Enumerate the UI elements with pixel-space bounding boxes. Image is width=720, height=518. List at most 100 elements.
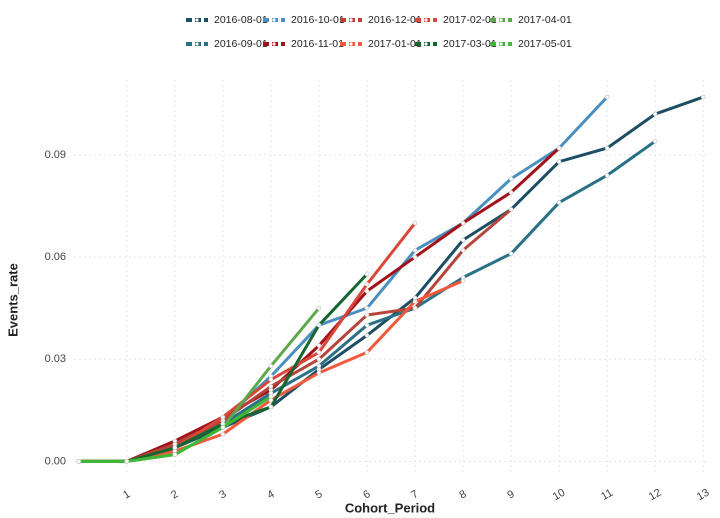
y-tick-label: 0.00 — [45, 455, 66, 467]
point — [508, 190, 514, 195]
legend-key-point — [195, 42, 199, 46]
legend-item: 2016-12-01 — [340, 14, 422, 26]
point — [268, 394, 274, 399]
x-tick-label: 2 — [169, 488, 180, 501]
point — [124, 459, 130, 464]
point — [508, 207, 514, 212]
legend-key-point — [272, 18, 276, 22]
y-tick-label: 0.03 — [45, 353, 66, 365]
point — [364, 271, 370, 277]
point — [316, 356, 322, 362]
legend-key-point — [349, 42, 353, 46]
point — [556, 159, 562, 165]
y-axis-title: Events_rate — [5, 263, 20, 337]
y-tick-label: 0.06 — [45, 251, 66, 263]
series-line — [78, 95, 609, 463]
x-tick-label: 10 — [551, 487, 568, 504]
point — [268, 404, 274, 410]
point — [508, 251, 514, 256]
point — [268, 384, 274, 389]
point — [556, 145, 562, 151]
point — [556, 200, 562, 205]
legend-key-point — [349, 18, 353, 22]
series-line — [78, 208, 513, 463]
point — [316, 363, 322, 369]
point — [316, 322, 322, 328]
y-tick-label: 0.09 — [45, 149, 66, 161]
point — [364, 350, 370, 355]
x-tick-label: 8 — [457, 488, 468, 501]
x-tick-label: 13 — [695, 487, 712, 504]
point — [268, 377, 274, 382]
x-tick-label: 1 — [121, 488, 132, 501]
x-tick-label: 11 — [599, 487, 615, 503]
legend-key-point — [272, 42, 276, 46]
legend-label: 2017-05-01 — [518, 38, 572, 50]
point — [460, 237, 466, 243]
x-tick-label: 6 — [361, 488, 372, 501]
point — [604, 94, 610, 100]
point — [364, 312, 370, 318]
legend-label: 2017-01-01 — [368, 38, 422, 50]
point — [460, 247, 466, 253]
x-tick-label: 4 — [265, 488, 276, 501]
point — [220, 431, 226, 437]
x-axis-title: Cohort_Period — [345, 500, 435, 515]
point — [268, 363, 274, 369]
legend-key-point — [195, 18, 199, 22]
point — [412, 299, 418, 304]
legend-item: 2017-03-01 — [415, 38, 497, 50]
point — [316, 370, 322, 376]
point — [172, 452, 178, 457]
point — [412, 254, 418, 260]
legend-key-point — [499, 18, 503, 22]
legend-item: 2017-01-01 — [340, 38, 422, 50]
legend-label: 2017-03-01 — [443, 38, 497, 50]
legend-key-point — [499, 42, 503, 46]
point — [316, 350, 322, 355]
legend-item: 2016-09-01 — [186, 38, 268, 50]
legend-label: 2016-11-01 — [291, 38, 344, 50]
point — [508, 176, 514, 182]
legend-item: 2016-10-01 — [263, 14, 345, 26]
point — [220, 414, 226, 420]
legend-item: 2017-02-01 — [415, 14, 497, 26]
legend-key-point — [424, 18, 428, 22]
legend-label: 2016-12-01 — [368, 14, 422, 26]
point — [460, 220, 466, 226]
point — [364, 305, 370, 311]
x-tick-label: 12 — [647, 487, 664, 504]
point — [460, 278, 466, 284]
point — [76, 459, 82, 464]
legend-label: 2017-04-01 — [518, 14, 572, 26]
legend-label: 2017-02-01 — [443, 14, 497, 26]
point — [220, 425, 226, 430]
legend-label: 2016-08-01 — [214, 14, 268, 26]
point — [364, 333, 370, 338]
legend-label: 2016-10-01 — [291, 14, 345, 26]
x-tick-label: 7 — [409, 488, 420, 501]
legend-label: 2016-09-01 — [214, 38, 268, 50]
point — [604, 145, 610, 151]
point — [700, 94, 706, 100]
x-tick-label: 3 — [217, 488, 228, 501]
point — [412, 305, 418, 311]
point — [364, 322, 370, 328]
legend-item: 2016-08-01 — [186, 14, 268, 26]
point — [316, 305, 322, 311]
point — [412, 247, 418, 253]
x-tick-label: 9 — [505, 488, 516, 501]
point — [652, 138, 658, 144]
x-tick-label: 5 — [313, 488, 324, 501]
point — [364, 288, 370, 294]
point — [172, 445, 178, 451]
legend-item: 2017-04-01 — [490, 14, 572, 26]
point — [652, 111, 658, 117]
legend-key-point — [424, 42, 428, 46]
legend-item: 2017-05-01 — [490, 38, 572, 50]
point — [316, 343, 322, 348]
point — [604, 173, 610, 178]
legend-item: 2016-11-01 — [263, 38, 344, 50]
point — [364, 282, 370, 287]
